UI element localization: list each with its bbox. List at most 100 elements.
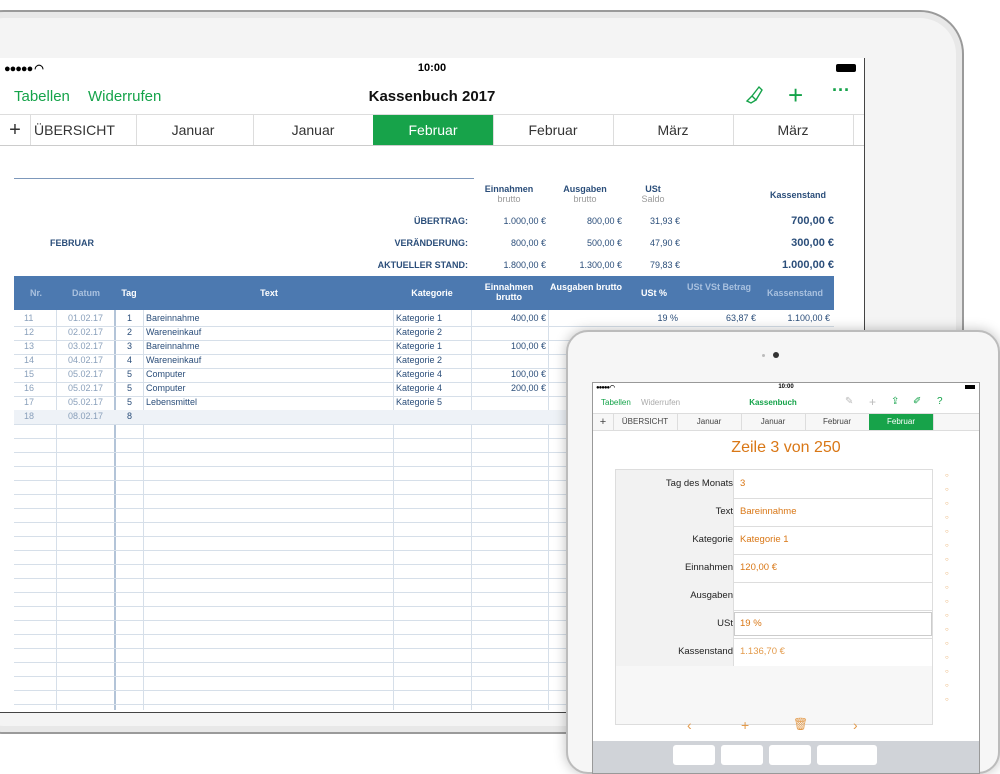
mini-tab-uebersicht[interactable]: ÜBERSICHT bbox=[613, 414, 678, 430]
mini-tab-februar-2[interactable]: Februar bbox=[869, 414, 934, 430]
tab-uebersicht[interactable]: ÜBERSICHT bbox=[30, 115, 137, 145]
mini-add-sheet-button[interactable]: + bbox=[593, 414, 614, 430]
table-row[interactable]: 14 04.02.17 4 Wareneinkauf Kategorie 2 bbox=[14, 354, 834, 369]
table-row[interactable]: 12 02.02.17 2 Wareneinkauf Kategorie 2 bbox=[14, 326, 834, 341]
form-value[interactable]: Bareinnahme bbox=[740, 506, 797, 517]
table-row-empty[interactable] bbox=[14, 438, 834, 453]
table-row-empty[interactable] bbox=[14, 508, 834, 523]
col-ust-betrag[interactable]: USt VSt Betrag bbox=[686, 282, 751, 292]
next-row-icon[interactable]: › bbox=[853, 717, 858, 733]
keyboard-key[interactable] bbox=[769, 745, 811, 765]
more-icon[interactable]: ··· bbox=[832, 80, 850, 100]
table-row-empty[interactable] bbox=[14, 648, 834, 663]
cell-text: Wareneinkauf bbox=[146, 355, 202, 365]
col-datum[interactable]: Datum bbox=[71, 288, 100, 298]
add-sheet-button[interactable]: + bbox=[0, 115, 31, 145]
ust-input-box[interactable] bbox=[734, 612, 932, 636]
mini-tabellen-link[interactable]: Tabellen bbox=[601, 398, 631, 407]
document-title: Kassenbuch 2017 bbox=[368, 88, 496, 105]
form-row-ausgaben[interactable]: Ausgaben bbox=[616, 582, 932, 611]
table-row-empty[interactable] bbox=[14, 480, 834, 495]
table-row-empty[interactable] bbox=[14, 662, 834, 677]
table-row-empty[interactable] bbox=[14, 578, 834, 593]
keyboard-key[interactable] bbox=[673, 745, 715, 765]
tab-februar-2[interactable]: Februar bbox=[493, 115, 614, 145]
table-row-empty[interactable] bbox=[14, 424, 834, 439]
col-einnahmen[interactable]: Einnahmen brutto bbox=[484, 282, 534, 302]
widerrufen-link[interactable]: Widerrufen bbox=[88, 88, 162, 105]
summary-header-einnahmen: Einnahmen brutto bbox=[484, 184, 534, 204]
table-row-empty[interactable] bbox=[14, 522, 834, 537]
form-row-ust[interactable]: USt 19 % bbox=[616, 610, 932, 639]
mini-tab-januar-2[interactable]: Januar bbox=[741, 414, 806, 430]
mini-widerrufen-link[interactable]: Widerrufen bbox=[641, 398, 681, 407]
mini-share-icon[interactable]: ⇪ bbox=[891, 396, 900, 407]
keyboard-key[interactable] bbox=[721, 745, 763, 765]
col-text[interactable]: Text bbox=[260, 288, 278, 298]
mini-add-icon[interactable]: + bbox=[869, 395, 877, 409]
add-row-icon[interactable]: + bbox=[741, 717, 750, 733]
form-value[interactable]: Kategorie 1 bbox=[740, 534, 789, 545]
tab-januar-2[interactable]: Januar bbox=[253, 115, 374, 145]
table-row-empty[interactable] bbox=[14, 536, 834, 551]
mini-help-icon[interactable]: ? bbox=[937, 396, 943, 407]
table-row-empty[interactable] bbox=[14, 592, 834, 607]
table-row[interactable]: 15 05.02.17 5 Computer Kategorie 4 100,0… bbox=[14, 368, 834, 383]
col-ausgaben[interactable]: Ausgaben brutto bbox=[550, 282, 622, 292]
tab-maerz-2[interactable]: März bbox=[733, 115, 854, 145]
trash-icon[interactable]: 🗑 bbox=[793, 717, 809, 731]
cell-text: Computer bbox=[146, 383, 186, 393]
table-row-empty[interactable] bbox=[14, 634, 834, 649]
summary-header-kassenstand: Kassenstand bbox=[769, 190, 827, 200]
mini-wrench-icon[interactable]: ✐ bbox=[913, 396, 922, 407]
table-row-empty[interactable] bbox=[14, 452, 834, 467]
prev-row-icon[interactable]: ‹ bbox=[687, 717, 692, 733]
cell-datum: 05.02.17 bbox=[68, 383, 104, 393]
mini-battery-icon bbox=[965, 385, 975, 389]
tab-maerz-1[interactable]: März bbox=[613, 115, 734, 145]
form-value[interactable]: 120,00 € bbox=[740, 562, 777, 573]
col-tag[interactable]: Tag bbox=[121, 288, 137, 298]
table-row-empty[interactable] bbox=[14, 550, 834, 565]
form-row-kategorie[interactable]: Kategorie Kategorie 1 bbox=[616, 526, 932, 555]
form-row-text[interactable]: Text Bareinnahme bbox=[616, 498, 932, 527]
table-row-empty[interactable] bbox=[14, 620, 834, 635]
col-kassenstand[interactable]: Kassenstand bbox=[766, 288, 824, 298]
table-row-empty[interactable] bbox=[14, 564, 834, 579]
veraenderung-kassenstand: 300,00 € bbox=[791, 237, 834, 249]
table-row-empty[interactable] bbox=[14, 690, 834, 705]
veraenderung-ausgaben: 500,00 € bbox=[586, 238, 622, 248]
col-ust[interactable]: USt % bbox=[640, 288, 667, 298]
form-row-tag[interactable]: Tag des Monats 3 bbox=[616, 470, 932, 499]
mini-tab-februar-1[interactable]: Februar bbox=[805, 414, 870, 430]
mini-tab-januar-1[interactable]: Januar bbox=[677, 414, 742, 430]
form-label: Kategorie bbox=[616, 526, 734, 554]
row-scroll-indicator[interactable]: ○ ○ ○ ○ ○ ○ ○ ○ ○ ○ ○ ○ ○ ○ ○ ○ ○ bbox=[945, 473, 949, 703]
ipad-mini-frame: ●●●●● ◠ 10:00 Tabellen Widerrufen Kassen… bbox=[566, 330, 1000, 774]
col-nr[interactable]: Nr. bbox=[29, 288, 42, 298]
form-row-einnahmen[interactable]: Einnahmen 120,00 € bbox=[616, 554, 932, 583]
mini-signal-icon: ●●●●● ◠ bbox=[596, 385, 615, 391]
table-row[interactable]: 11 01.02.17 1 Bareinnahme Kategorie 1 40… bbox=[14, 312, 834, 327]
tabellen-link[interactable]: Tabellen bbox=[14, 88, 70, 105]
grid-line bbox=[114, 310, 116, 710]
tab-januar-1[interactable]: Januar bbox=[133, 115, 254, 145]
table-row-empty[interactable] bbox=[14, 494, 834, 509]
tab-februar-1[interactable]: Februar bbox=[373, 115, 494, 145]
table-row-empty[interactable] bbox=[14, 606, 834, 621]
table-row[interactable]: 16 05.02.17 5 Computer Kategorie 4 200,0… bbox=[14, 382, 834, 397]
cell-text: Bareinnahme bbox=[146, 341, 200, 351]
form-row-kassenstand[interactable]: Kassenstand 1.136,70 € bbox=[616, 638, 932, 667]
table-row-empty[interactable] bbox=[14, 466, 834, 481]
form-value-ust[interactable]: 19 % bbox=[740, 618, 762, 629]
paintbrush-icon[interactable] bbox=[744, 84, 764, 110]
mini-paintbrush-icon[interactable]: ✎ bbox=[845, 396, 854, 407]
form-value[interactable]: 3 bbox=[740, 478, 746, 489]
keyboard-key[interactable] bbox=[817, 745, 877, 765]
cell-nr: 13 bbox=[24, 341, 35, 351]
table-row[interactable]: 13 03.02.17 3 Bareinnahme Kategorie 1 10… bbox=[14, 340, 834, 355]
add-icon[interactable]: + bbox=[788, 80, 804, 110]
table-row-empty[interactable] bbox=[14, 676, 834, 691]
cell-datum: 05.02.17 bbox=[68, 369, 104, 379]
col-kategorie[interactable]: Kategorie bbox=[411, 288, 453, 298]
